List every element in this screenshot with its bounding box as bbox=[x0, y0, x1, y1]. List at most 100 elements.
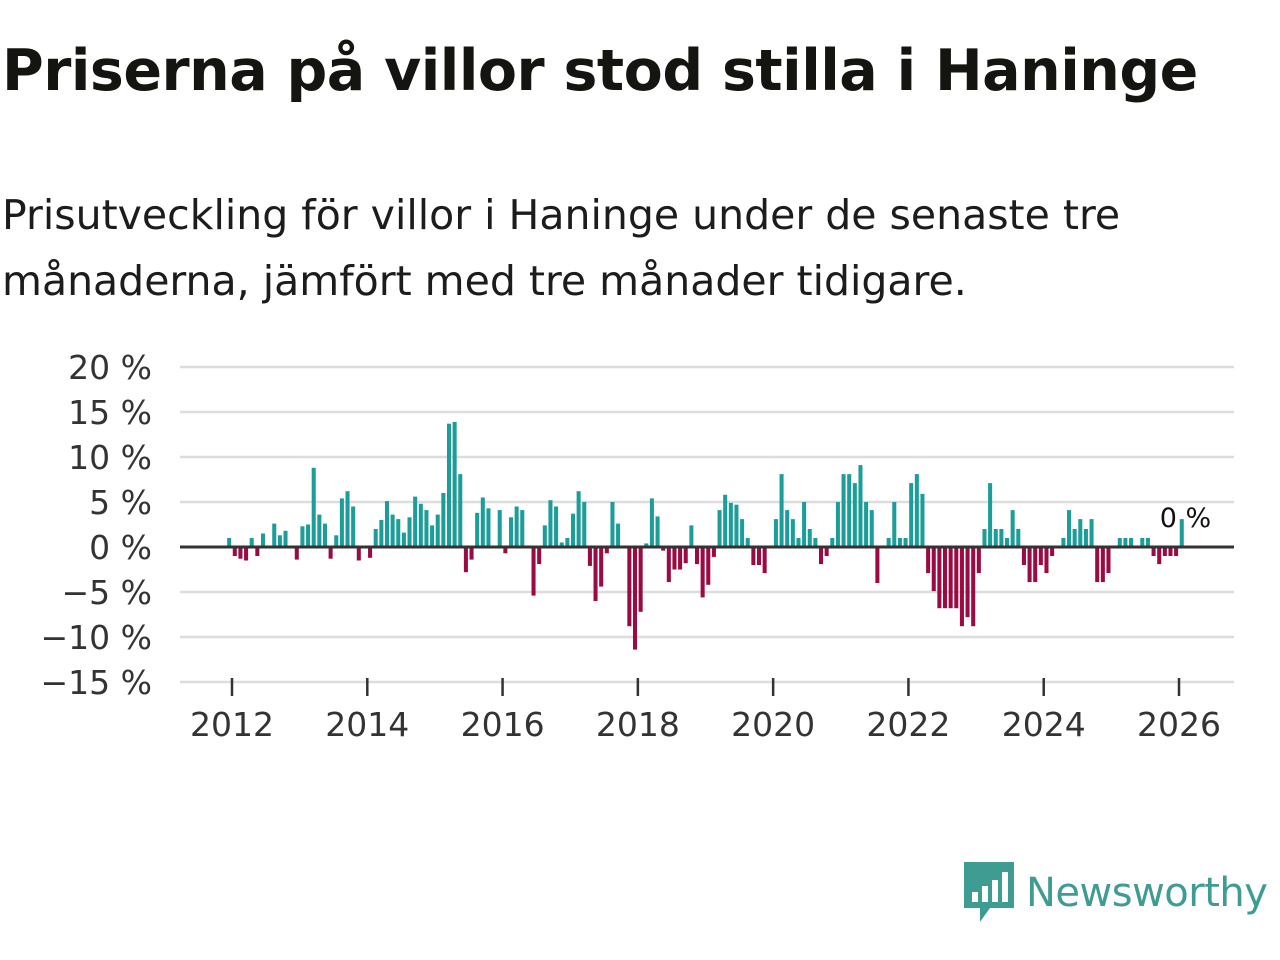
bar bbox=[1145, 538, 1150, 547]
bar bbox=[593, 547, 598, 601]
bar bbox=[1038, 547, 1043, 565]
bar bbox=[576, 491, 581, 547]
y-tick-label: 0 % bbox=[89, 528, 152, 567]
bar bbox=[616, 523, 621, 547]
bar bbox=[294, 547, 299, 560]
x-tick-label: 2024 bbox=[1002, 705, 1086, 744]
bar bbox=[384, 501, 390, 547]
y-tick-label: −10 % bbox=[41, 618, 153, 657]
bar bbox=[807, 529, 812, 547]
bar bbox=[869, 510, 874, 547]
bar bbox=[1168, 547, 1173, 556]
page-title: Priserna på villor stod stilla i Haninge bbox=[2, 38, 1198, 104]
bar bbox=[982, 529, 987, 547]
bar bbox=[1050, 547, 1055, 556]
x-tick-label: 2022 bbox=[866, 705, 950, 744]
bar bbox=[627, 547, 632, 627]
bar bbox=[745, 538, 750, 547]
bar bbox=[475, 512, 480, 547]
bar bbox=[971, 547, 976, 627]
bar bbox=[1083, 529, 1088, 547]
y-tick-label: −5 % bbox=[62, 573, 153, 612]
bar bbox=[587, 547, 592, 566]
bar bbox=[1072, 529, 1077, 547]
bar bbox=[599, 547, 604, 587]
bar bbox=[1140, 538, 1145, 547]
bar bbox=[903, 538, 908, 547]
bar bbox=[1157, 547, 1162, 565]
bar bbox=[1005, 538, 1010, 547]
bar bbox=[537, 547, 542, 565]
bar bbox=[937, 547, 942, 609]
bar bbox=[988, 483, 993, 547]
bar bbox=[322, 523, 327, 547]
bar bbox=[446, 423, 452, 547]
bar bbox=[644, 543, 649, 547]
bar bbox=[790, 519, 795, 547]
y-tick-label: 5 % bbox=[89, 483, 152, 522]
bar bbox=[368, 547, 373, 558]
bar bbox=[830, 538, 835, 547]
bar bbox=[441, 493, 446, 547]
bar bbox=[345, 491, 350, 547]
bar bbox=[813, 538, 818, 547]
bar bbox=[728, 502, 733, 547]
annotation-group: 0 % bbox=[1160, 503, 1211, 534]
bar bbox=[914, 474, 919, 547]
bar bbox=[570, 513, 576, 547]
bar bbox=[785, 510, 790, 547]
bar bbox=[249, 538, 254, 547]
bar bbox=[824, 547, 829, 556]
bar bbox=[238, 547, 243, 559]
bar bbox=[300, 526, 305, 547]
bar bbox=[649, 498, 654, 547]
bar bbox=[604, 547, 609, 554]
bar bbox=[559, 542, 564, 547]
bar bbox=[452, 421, 457, 547]
bar bbox=[1021, 547, 1026, 565]
x-tick-label: 2016 bbox=[461, 705, 545, 744]
bar bbox=[1151, 547, 1156, 556]
bar bbox=[277, 535, 282, 547]
bar bbox=[993, 529, 998, 547]
x-tick-label: 2012 bbox=[190, 705, 274, 744]
bar bbox=[796, 538, 801, 547]
chart-subtitle: Prisutveckling för villor i Haninge unde… bbox=[2, 191, 1121, 305]
chart-bars bbox=[227, 421, 1184, 650]
bar bbox=[435, 514, 440, 547]
chart-grid bbox=[180, 365, 1234, 684]
bar bbox=[632, 547, 638, 650]
bar bbox=[802, 502, 807, 547]
bar bbox=[926, 547, 931, 574]
bar bbox=[864, 502, 869, 547]
bar bbox=[1061, 538, 1066, 547]
bar bbox=[959, 547, 964, 627]
bar bbox=[1010, 510, 1015, 547]
bar bbox=[1067, 510, 1072, 547]
bar bbox=[356, 547, 361, 561]
y-axis: 20 % 15 % 10 % 5 % 0 % −5 % −10 % −15 % bbox=[41, 348, 153, 702]
bar bbox=[999, 529, 1004, 547]
bar bbox=[531, 547, 536, 596]
bar bbox=[401, 532, 406, 547]
bar bbox=[1027, 547, 1032, 583]
bar bbox=[413, 496, 418, 547]
bar bbox=[638, 547, 643, 612]
bar bbox=[818, 547, 824, 565]
newsworthy-logo: Newsworthy bbox=[964, 862, 1268, 924]
bar bbox=[689, 525, 694, 547]
bar bbox=[328, 547, 333, 559]
bar bbox=[469, 547, 474, 560]
bar bbox=[920, 493, 925, 547]
bar bbox=[751, 547, 756, 565]
bar bbox=[424, 510, 429, 547]
x-tick-label: 2014 bbox=[325, 705, 409, 744]
bar bbox=[1016, 529, 1021, 547]
bar bbox=[514, 506, 519, 547]
bar bbox=[723, 494, 728, 547]
bar bbox=[1078, 519, 1083, 547]
bar bbox=[480, 497, 485, 547]
bar bbox=[717, 510, 722, 547]
bar bbox=[554, 506, 559, 547]
bar bbox=[779, 474, 784, 547]
